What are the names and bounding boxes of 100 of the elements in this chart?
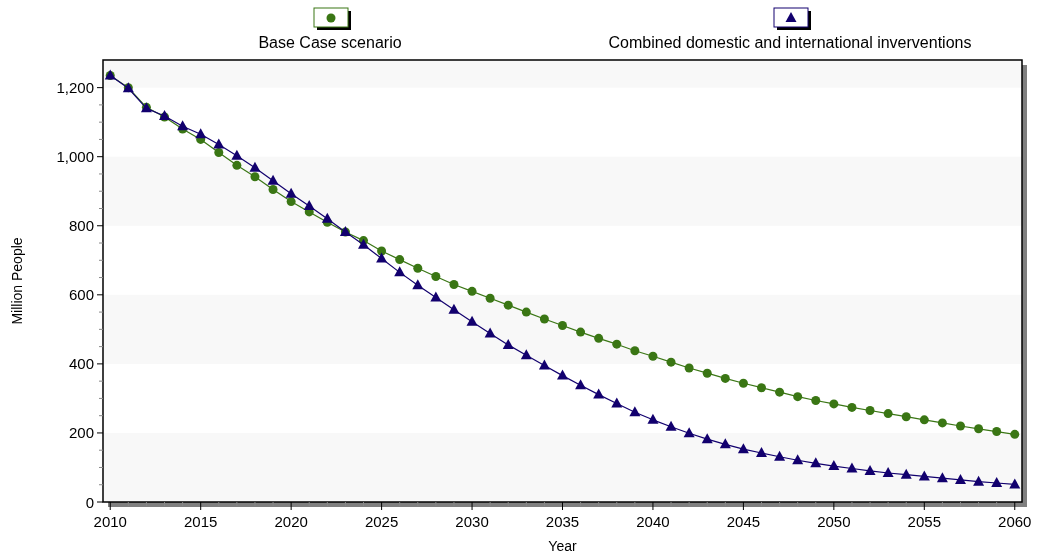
x-tick-label: 2025 (364, 513, 399, 530)
point (702, 368, 712, 378)
point (918, 470, 930, 481)
point (286, 197, 296, 207)
x-tick-label: 2030 (455, 513, 489, 530)
point (756, 446, 767, 457)
point (377, 246, 387, 256)
point (1010, 429, 1020, 439)
point (250, 172, 260, 182)
point (412, 279, 424, 290)
point (538, 359, 550, 370)
point (647, 413, 659, 424)
point (974, 424, 984, 434)
point (611, 397, 623, 408)
point (629, 406, 641, 417)
point (376, 252, 388, 263)
point (576, 327, 586, 337)
x-tick-label: 2020 (274, 513, 308, 530)
point (919, 415, 929, 425)
x-tick-label: 2050 (817, 513, 851, 530)
point (448, 303, 460, 314)
x-tick-label: 2010 (93, 513, 127, 530)
point (720, 373, 730, 383)
point (593, 388, 605, 399)
point (883, 409, 893, 419)
point (882, 466, 894, 477)
point (213, 138, 225, 149)
point (666, 357, 676, 367)
x-tick-label: 2060 (998, 513, 1032, 530)
point (267, 174, 279, 185)
point (719, 438, 731, 449)
point (865, 405, 875, 415)
point (955, 421, 965, 431)
y-tick-label: 0 (85, 493, 94, 511)
point (503, 300, 513, 310)
point (285, 187, 297, 198)
point (431, 272, 441, 282)
legend-label: Base Case scenario (258, 34, 402, 51)
point (612, 339, 622, 349)
point (321, 212, 333, 223)
point (249, 161, 261, 172)
point (775, 387, 785, 397)
point (847, 402, 857, 412)
point (937, 418, 947, 428)
point (520, 349, 532, 360)
legend-label: Combined domestic and international inverventions (608, 34, 972, 51)
point (557, 369, 568, 380)
point (485, 293, 495, 303)
y-tick-label: 800 (68, 217, 94, 235)
point (558, 321, 567, 331)
point (214, 148, 224, 158)
point (521, 307, 531, 317)
point (684, 363, 694, 373)
point (757, 383, 766, 393)
y-tick-label: 1,000 (56, 148, 94, 166)
y-tick-label: 600 (68, 286, 94, 304)
point (900, 468, 912, 479)
point (701, 433, 713, 444)
point (177, 120, 189, 131)
point (774, 450, 786, 461)
point (738, 378, 748, 388)
x-tick-label: 2035 (545, 513, 580, 530)
point (303, 200, 315, 211)
x-axis-title: Year (548, 538, 577, 554)
x-tick-label: 2045 (726, 513, 761, 530)
point (864, 464, 876, 475)
point (846, 462, 858, 473)
x-tick-label: 2015 (184, 513, 218, 530)
point (195, 128, 207, 139)
point (467, 286, 477, 296)
x-tick-label: 2055 (907, 513, 941, 530)
point (575, 379, 587, 390)
point (268, 184, 278, 194)
point (828, 460, 840, 471)
point (430, 291, 442, 302)
point (466, 315, 478, 326)
y-tick-label: 200 (68, 424, 94, 442)
point (232, 160, 242, 170)
x-tick-label: 2040 (636, 513, 670, 530)
point (502, 338, 514, 349)
y-tick-label: 400 (68, 355, 94, 373)
point (811, 395, 821, 405)
point (665, 420, 677, 431)
point (539, 314, 549, 324)
point (793, 392, 803, 402)
point (683, 427, 695, 438)
point (792, 454, 804, 465)
point (936, 472, 948, 483)
point (901, 412, 911, 422)
point (395, 255, 405, 265)
point (973, 475, 985, 486)
point (737, 443, 749, 454)
point (231, 149, 243, 160)
point (413, 263, 423, 273)
point (1009, 478, 1021, 489)
point (394, 266, 406, 277)
point (954, 473, 966, 484)
point (594, 333, 604, 343)
point (484, 327, 496, 338)
point (991, 477, 1003, 488)
